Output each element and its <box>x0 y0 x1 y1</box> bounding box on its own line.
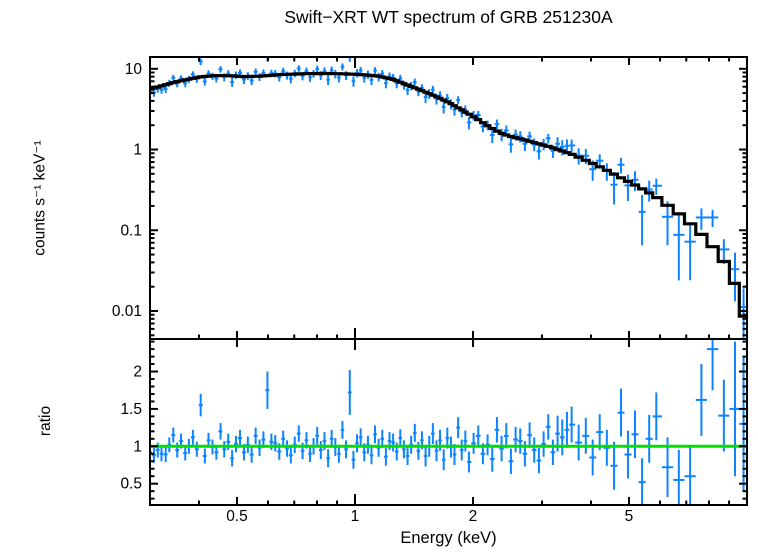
x-tick-label: 1 <box>351 508 360 525</box>
y-axis-label-ratio: ratio <box>37 405 54 437</box>
x-axis-label: Energy (keV) <box>400 529 497 547</box>
y-tick-label: 1 <box>133 142 142 159</box>
x-tick-label: 0.5 <box>226 508 248 525</box>
y-axis-label-counts: counts s⁻¹ keV⁻¹ <box>31 140 49 256</box>
panel-frames <box>149 56 748 506</box>
model-curve <box>150 71 747 318</box>
chart-title: Swift−XRT WT spectrum of GRB 251230A <box>284 7 613 27</box>
y-tick-label: 0.01 <box>112 303 142 320</box>
model-curve-group <box>150 71 747 318</box>
bottom-panel-frame <box>149 338 748 506</box>
y-tick-label: 0.1 <box>120 222 142 239</box>
x-tick-label: 5 <box>625 508 634 525</box>
y-tick-label: 10 <box>125 61 143 78</box>
y-tick-label: 2 <box>133 364 142 381</box>
y-tick-label: 1.5 <box>120 401 142 418</box>
y-tick-label: 1 <box>133 438 142 455</box>
axis-ticks: 0.5 1 2 5 10 1 0.1 0.01 0.5 1 1.5 2 <box>112 57 747 525</box>
ratio-data-points <box>150 339 747 505</box>
y-tick-label: 0.5 <box>120 476 142 493</box>
x-tick-label: 2 <box>469 508 478 525</box>
